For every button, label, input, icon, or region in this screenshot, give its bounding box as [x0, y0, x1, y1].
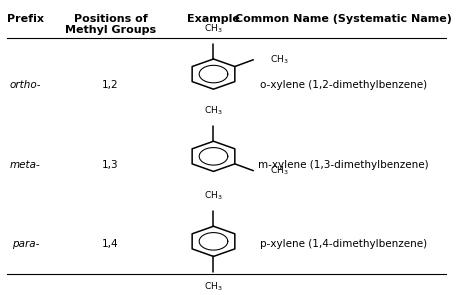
Text: o-xylene (1,2-dimethylbenzene): o-xylene (1,2-dimethylbenzene)	[260, 80, 427, 90]
Text: p-xylene (1,4-dimethylbenzene): p-xylene (1,4-dimethylbenzene)	[260, 239, 427, 249]
Text: Prefix: Prefix	[7, 14, 44, 24]
Text: para-: para-	[12, 239, 39, 249]
Text: Positions of
Methyl Groups: Positions of Methyl Groups	[65, 14, 156, 35]
Text: 1,2: 1,2	[102, 80, 119, 90]
Text: 1,3: 1,3	[102, 160, 119, 170]
Text: CH$_3$: CH$_3$	[204, 105, 223, 117]
Text: CH$_3$: CH$_3$	[204, 280, 223, 293]
Text: CH$_3$: CH$_3$	[270, 53, 289, 66]
Text: 1,4: 1,4	[102, 239, 119, 249]
Text: CH$_3$: CH$_3$	[270, 164, 289, 177]
Text: m-xylene (1,3-dimethylbenzene): m-xylene (1,3-dimethylbenzene)	[258, 160, 428, 170]
Text: CH$_3$: CH$_3$	[204, 23, 223, 35]
Text: ortho-: ortho-	[9, 80, 41, 90]
Text: CH$_3$: CH$_3$	[204, 190, 223, 202]
Text: meta-: meta-	[10, 160, 41, 170]
Text: Common Name (Systematic Name): Common Name (Systematic Name)	[235, 14, 452, 24]
Text: Example: Example	[187, 14, 240, 24]
